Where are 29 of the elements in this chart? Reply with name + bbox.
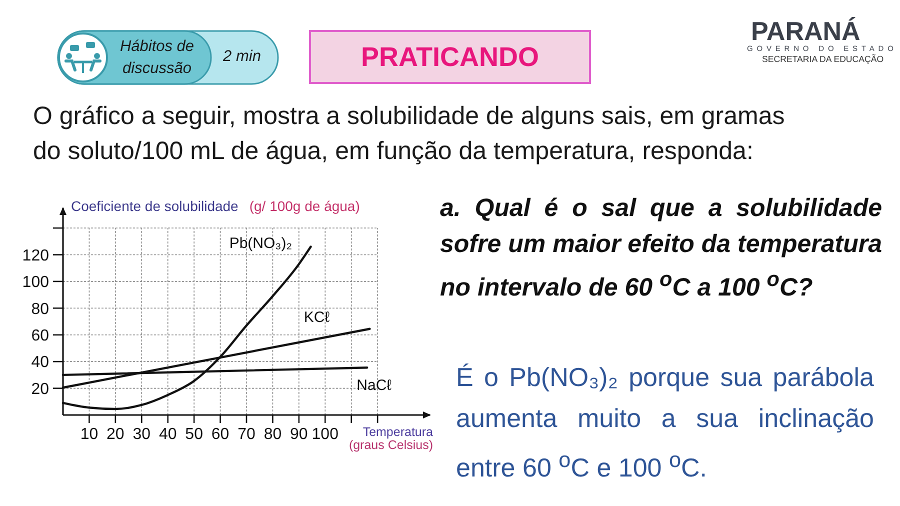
x-tick-label: 80	[264, 426, 282, 443]
x-tick-label: 90	[290, 426, 308, 443]
y-tick-label: 20	[31, 380, 50, 398]
x-tick-label: 20	[106, 426, 124, 443]
x-tick-label: 40	[158, 426, 177, 443]
text: Hábitos de discussão	[118, 37, 196, 79]
x-tick-label: 100	[312, 426, 339, 443]
x-axis-title: Temperatura (graus Celsius)	[348, 425, 434, 452]
y-tick-label: 40	[31, 354, 50, 372]
text: PARANÁ	[751, 16, 860, 46]
text: É o Pb(NO₃)₂ porque sua parábola aumenta muito a sua inclinação entre 60 $^{o}$C e 100 $^{o}$C.	[456, 361, 874, 485]
chart-title: PRATICANDO	[361, 42, 539, 72]
y-tick-label: 120	[22, 247, 50, 264]
series-label: KCℓ	[304, 309, 330, 326]
chart-subtitle: O gráfico a seguir, mostra a solubilidade de alguns sais, em gramas do soluto/100 mL de água, em função da temperatura, responda:	[33, 101, 786, 167]
y-axis-title: Coeficiente de solubilidade (g/ 100g de água)	[71, 198, 360, 214]
series-label: NaCℓ	[356, 376, 392, 394]
x-tick-label: 30	[132, 426, 151, 443]
x-tick-label: 60	[211, 426, 230, 443]
x-tick-label: 50	[185, 426, 204, 443]
text: 2 min	[222, 47, 262, 67]
x-tick-label: 10	[80, 426, 98, 443]
text: SECRETARIA DA EDUCAÇÃO	[762, 54, 884, 65]
y-tick-label: 100	[22, 274, 50, 292]
series-label: Pb(NO₃)₂	[229, 234, 292, 252]
y-tick-label: 80	[31, 300, 50, 318]
x-tick-label: 70	[238, 426, 256, 443]
y-tick-label: 60	[31, 327, 50, 344]
text: a. Qual é o sal que a solubilidade sofre um maior efeito da temperatura no intervalo de 60 $^{o}$C a 100 $^{o}$C?	[440, 193, 882, 304]
